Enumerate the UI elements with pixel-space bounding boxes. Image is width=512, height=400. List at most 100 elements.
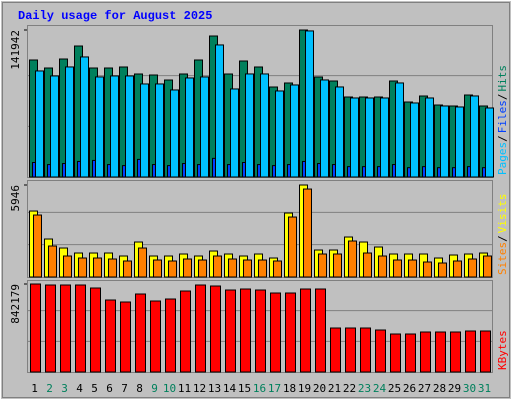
legend: Pages/Files/Hits xyxy=(496,65,509,175)
x-tick-label: 4 xyxy=(76,382,83,395)
bar xyxy=(290,84,299,178)
bar xyxy=(180,290,191,373)
bar xyxy=(50,75,59,178)
x-tick-label: 3 xyxy=(61,382,68,395)
bar xyxy=(240,288,251,373)
bar xyxy=(380,97,389,178)
legend-entry: Sites xyxy=(496,242,509,275)
x-tick-label: 22 xyxy=(343,382,356,395)
bar xyxy=(80,56,89,178)
bar xyxy=(465,330,476,373)
x-tick-label: 11 xyxy=(178,382,191,395)
bar xyxy=(210,285,221,373)
bar xyxy=(480,330,491,373)
legend: Sites/Visits xyxy=(496,194,509,276)
legend-separator: / xyxy=(496,235,509,242)
bar xyxy=(285,292,296,373)
bar xyxy=(195,284,206,373)
bar xyxy=(230,88,239,178)
bar xyxy=(275,90,284,178)
bar xyxy=(243,259,252,278)
bar xyxy=(30,283,41,373)
bar xyxy=(60,284,71,373)
bar xyxy=(170,89,179,178)
x-tick-label: 7 xyxy=(121,382,128,395)
bar xyxy=(345,327,356,373)
bar xyxy=(120,301,131,373)
x-tick-label: 5 xyxy=(91,382,98,395)
bar xyxy=(95,76,104,178)
bar xyxy=(150,300,161,373)
bar xyxy=(420,331,431,373)
bar xyxy=(440,105,449,178)
bar xyxy=(453,260,462,278)
legend-entry: Hits xyxy=(496,65,509,92)
bar xyxy=(315,288,326,373)
legend-entry: Pages xyxy=(496,142,509,175)
bar xyxy=(125,75,134,178)
bar xyxy=(155,83,164,178)
legend-entry: Visits xyxy=(496,194,509,234)
bar xyxy=(303,188,312,278)
bar xyxy=(183,258,192,278)
bar xyxy=(330,327,341,373)
bar xyxy=(168,260,177,278)
bar xyxy=(438,262,447,278)
bar xyxy=(393,259,402,278)
x-tick-label: 24 xyxy=(373,382,387,395)
bar xyxy=(468,258,477,278)
bar xyxy=(375,329,386,373)
bar xyxy=(273,260,282,278)
bar xyxy=(75,284,86,373)
legend-entry: KBytes xyxy=(496,330,509,370)
bar xyxy=(78,257,87,278)
x-tick-label: 10 xyxy=(163,382,176,395)
x-tick-label: 28 xyxy=(433,382,446,395)
x-tick-label: 19 xyxy=(298,382,311,395)
bar xyxy=(423,261,432,278)
bar xyxy=(93,257,102,278)
x-tick-label: 1 xyxy=(31,382,38,395)
bar xyxy=(105,299,116,373)
bar xyxy=(135,293,146,373)
bar xyxy=(33,214,42,278)
bar xyxy=(140,83,149,178)
legend-separator: / xyxy=(496,94,509,101)
bar xyxy=(63,255,72,278)
bar xyxy=(45,284,56,373)
legend-separator: / xyxy=(496,135,509,142)
bar xyxy=(348,240,357,278)
x-tick-label: 30 xyxy=(463,382,476,395)
bar xyxy=(435,331,446,373)
bar xyxy=(165,298,176,373)
x-tick-label: 23 xyxy=(358,382,371,395)
bar xyxy=(288,216,297,278)
x-tick-label: 25 xyxy=(388,382,401,395)
x-tick-label: 12 xyxy=(193,382,206,395)
bar xyxy=(425,97,434,178)
bar xyxy=(360,327,371,373)
bar xyxy=(110,75,119,178)
x-tick-label: 17 xyxy=(268,382,281,395)
bar xyxy=(215,44,224,178)
bar xyxy=(378,255,387,278)
bar xyxy=(318,253,327,278)
y-tick-label: 5946 xyxy=(9,185,22,212)
y-tick-label: 141942 xyxy=(9,30,22,70)
bar xyxy=(450,331,461,373)
bar xyxy=(200,76,209,178)
x-tick-label: 27 xyxy=(418,382,431,395)
x-tick-label: 18 xyxy=(283,382,296,395)
bar xyxy=(333,253,342,278)
bar xyxy=(470,95,479,178)
bar xyxy=(455,106,464,178)
bar xyxy=(108,258,117,278)
legend-entry: Files xyxy=(496,100,509,133)
x-tick-label: 9 xyxy=(151,382,158,395)
bar xyxy=(365,97,374,178)
x-tick-label: 8 xyxy=(136,382,143,395)
bar xyxy=(320,79,329,178)
bar xyxy=(138,247,147,278)
bar xyxy=(90,287,101,373)
